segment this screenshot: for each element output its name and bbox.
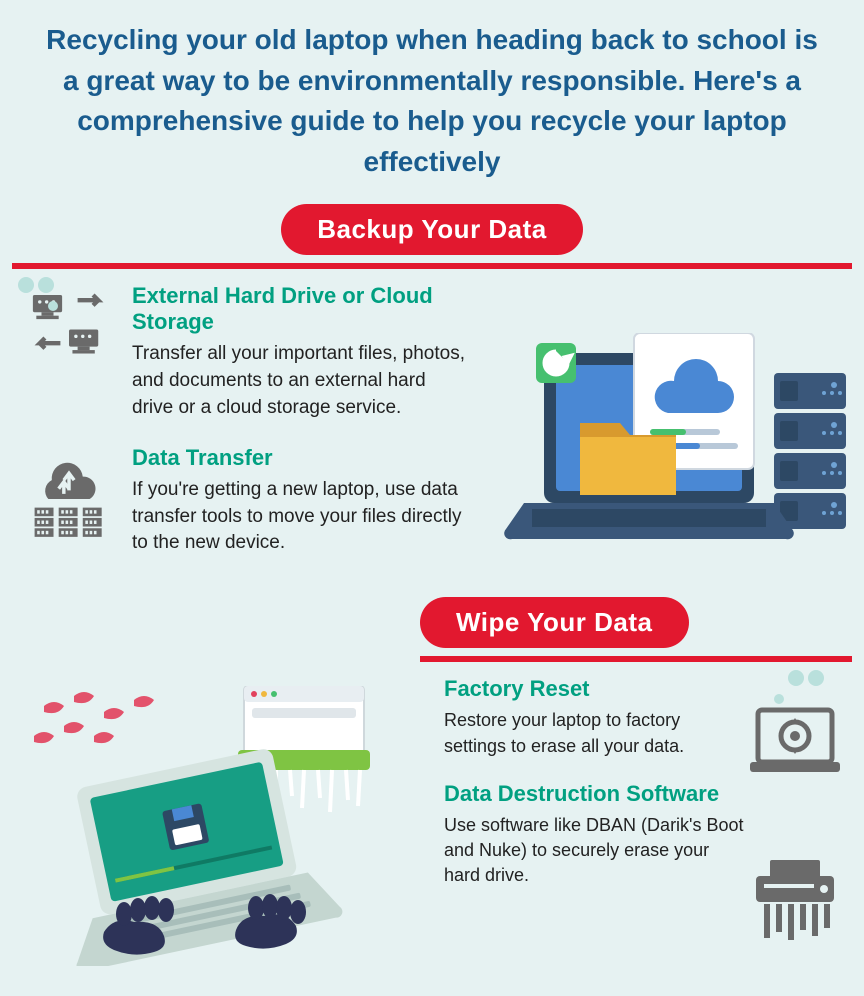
section2-item1-body: Restore your laptop to factory settings …	[444, 708, 744, 758]
section1-item2-title: Data Transfer	[132, 445, 472, 471]
section2: Factory Reset Restore your laptop to fac…	[0, 676, 864, 996]
section1-pill: Backup Your Data	[281, 204, 583, 255]
transfer-devices-icon	[26, 283, 112, 369]
section2-item2-title: Data Destruction Software	[444, 781, 744, 807]
laptop-cloud-servers-illustration	[484, 333, 864, 553]
shredder-icon	[750, 856, 840, 946]
section2-item1-title: Factory Reset	[444, 676, 744, 702]
section1-item1-title: External Hard Drive or Cloud Storage	[132, 283, 472, 335]
section1-divider	[12, 263, 852, 269]
cloud-upload-icon	[26, 445, 112, 541]
intro-heading: Recycling your old laptop when heading b…	[0, 0, 864, 192]
section2-divider	[420, 656, 852, 662]
section1-item1-body: Transfer all your important files, photo…	[132, 341, 472, 421]
section2-pill: Wipe Your Data	[420, 597, 689, 648]
section2-item-2: Data Destruction Software Use software l…	[444, 781, 744, 889]
section1-item2-body: If you're getting a new laptop, use data…	[132, 477, 472, 557]
section1: External Hard Drive or Cloud Storage Tra…	[0, 283, 864, 593]
section2-item2-body: Use software like DBAN (Darik's Boot and…	[444, 813, 744, 889]
laptop-shred-hands-illustration	[24, 686, 404, 966]
factory-reset-icon	[750, 704, 840, 784]
section2-item-1: Factory Reset Restore your laptop to fac…	[444, 676, 744, 758]
